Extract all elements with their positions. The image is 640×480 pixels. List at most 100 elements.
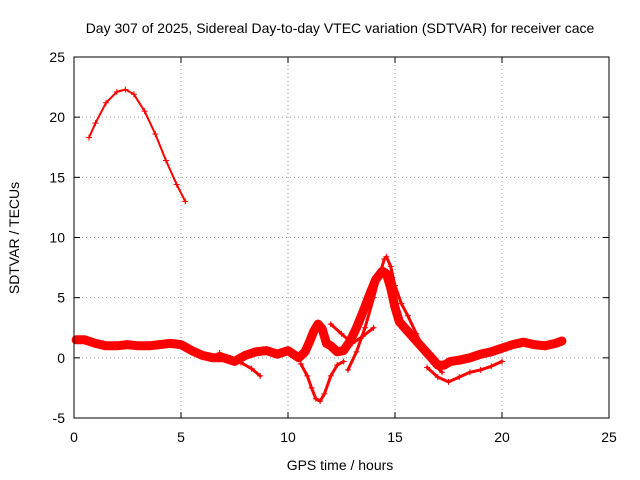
series-satellite-arc-a <box>85 86 189 205</box>
data-point-marker <box>398 300 405 307</box>
y-tick-label: 20 <box>49 109 65 125</box>
data-point-marker <box>531 341 538 348</box>
data-point-marker <box>377 270 384 277</box>
data-point-marker <box>334 362 341 369</box>
data-point-marker <box>113 342 120 349</box>
data-point-marker <box>295 354 302 361</box>
data-point-marker <box>297 360 304 367</box>
data-point-marker <box>122 86 129 93</box>
data-point-marker <box>85 134 92 141</box>
data-point-marker <box>81 336 88 343</box>
data-point-marker <box>434 374 441 381</box>
data-point-marker <box>167 340 174 347</box>
data-point-marker <box>340 358 347 365</box>
data-point-marker <box>466 354 473 361</box>
data-point-marker <box>308 384 315 391</box>
data-point-marker <box>317 398 324 405</box>
data-point-marker <box>396 318 403 325</box>
data-point-marker <box>413 330 420 337</box>
y-tick-label: 15 <box>49 169 65 185</box>
data-point-marker <box>509 341 516 348</box>
x-tick-label: 20 <box>494 429 510 445</box>
data-point-marker <box>402 325 409 332</box>
data-point-marker <box>92 120 99 127</box>
data-point-marker <box>387 263 394 270</box>
data-point-marker <box>319 325 326 332</box>
data-point-marker <box>447 358 454 365</box>
data-point-marker <box>145 342 152 349</box>
data-point-marker <box>92 340 99 347</box>
series-line <box>425 359 504 384</box>
data-point-marker <box>404 312 411 319</box>
data-point-marker <box>558 337 565 344</box>
data-point-marker <box>383 270 390 277</box>
data-point-marker <box>210 354 217 361</box>
data-point-marker <box>456 374 463 381</box>
data-point-marker <box>477 366 484 373</box>
x-tick-label: 10 <box>280 429 296 445</box>
series-satellite-arcs-cluster <box>71 266 567 370</box>
series-satellite-arc-b <box>344 253 446 376</box>
y-tick-label: 10 <box>49 230 65 246</box>
data-point-marker <box>370 324 377 331</box>
data-point-marker <box>188 347 195 354</box>
data-point-marker <box>552 340 559 347</box>
data-point-marker <box>466 369 473 376</box>
series-satellite-arc-d <box>424 358 505 385</box>
x-tick-label: 0 <box>70 429 78 445</box>
x-tick-label: 25 <box>601 429 617 445</box>
data-point-marker <box>124 341 131 348</box>
data-point-marker <box>314 321 321 328</box>
data-point-marker <box>156 341 163 348</box>
data-point-marker <box>430 360 437 367</box>
data-point-marker <box>173 181 180 188</box>
data-point-marker <box>113 88 120 95</box>
data-point-marker <box>248 365 255 372</box>
grid <box>74 57 609 418</box>
x-axis-label: GPS time / hours <box>287 457 394 473</box>
data-point-marker <box>182 198 189 205</box>
data-point-marker <box>362 324 369 331</box>
series-line <box>71 266 567 370</box>
data-traces <box>71 86 567 405</box>
data-point-marker <box>340 347 347 354</box>
data-point-marker <box>135 342 142 349</box>
data-point-marker <box>359 333 366 340</box>
data-point-marker <box>312 395 319 402</box>
data-point-marker <box>216 350 223 357</box>
y-tick-label: -5 <box>53 410 66 426</box>
data-point-marker <box>227 354 234 361</box>
series-line <box>88 88 187 203</box>
data-point-marker <box>344 366 351 373</box>
data-point-marker <box>488 348 495 355</box>
data-point-marker <box>353 348 360 355</box>
x-tick-label: 15 <box>387 429 403 445</box>
data-point-marker <box>285 347 291 354</box>
plot-frame <box>73 56 610 419</box>
series-satellite-arc-f <box>216 350 264 379</box>
data-point-marker <box>323 340 330 347</box>
data-point-marker <box>274 351 281 358</box>
data-point-marker <box>366 292 373 299</box>
data-point-marker <box>349 340 356 347</box>
data-point-marker <box>441 362 448 369</box>
chart-title: Day 307 of 2025, Sidereal Day-to-day VTE… <box>86 20 595 36</box>
x-tick-label: 5 <box>177 429 185 445</box>
y-tick-label: 0 <box>57 350 65 366</box>
data-point-marker <box>499 345 505 352</box>
data-point-marker <box>327 321 334 328</box>
data-point-marker <box>302 348 309 355</box>
data-point-marker <box>445 378 452 385</box>
data-point-marker <box>152 131 159 138</box>
data-point-marker <box>199 352 206 359</box>
data-point-marker <box>456 357 463 364</box>
data-point-marker <box>237 359 244 366</box>
data-point-marker <box>334 348 341 355</box>
y-tick-label: 25 <box>49 49 65 65</box>
data-point-marker <box>310 328 317 335</box>
y-axis-label: SDTVAR / TECUs <box>6 182 22 294</box>
data-point-marker <box>338 330 345 337</box>
data-point-marker <box>424 364 431 371</box>
data-point-marker <box>353 324 360 331</box>
